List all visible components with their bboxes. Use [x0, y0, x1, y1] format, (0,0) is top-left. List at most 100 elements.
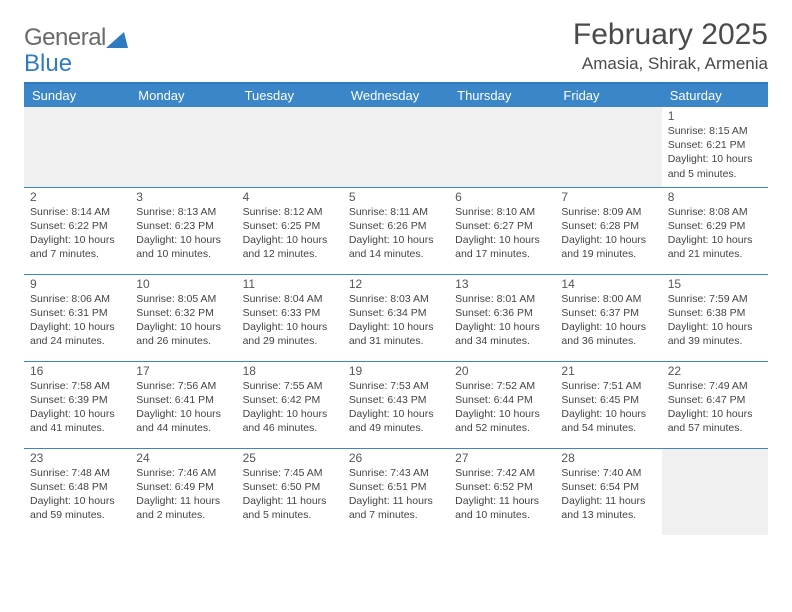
day-number: 20	[455, 364, 549, 378]
day-info: Sunrise: 7:51 AMSunset: 6:45 PMDaylight:…	[561, 379, 655, 436]
title-block: February 2025 Amasia, Shirak, Armenia	[573, 18, 768, 74]
calendar-cell: 9Sunrise: 8:06 AMSunset: 6:31 PMDaylight…	[24, 275, 130, 361]
daylight-text: Daylight: 10 hours and 7 minutes.	[30, 233, 124, 261]
daylight-text: Daylight: 10 hours and 10 minutes.	[136, 233, 230, 261]
sunset-text: Sunset: 6:25 PM	[243, 219, 337, 233]
calendar-cell: 7Sunrise: 8:09 AMSunset: 6:28 PMDaylight…	[555, 188, 661, 274]
calendar-week: 1Sunrise: 8:15 AMSunset: 6:21 PMDaylight…	[24, 107, 768, 187]
day-number: 16	[30, 364, 124, 378]
sunrise-text: Sunrise: 8:14 AM	[30, 205, 124, 219]
daylight-text: Daylight: 10 hours and 17 minutes.	[455, 233, 549, 261]
day-number: 22	[668, 364, 762, 378]
day-info: Sunrise: 7:42 AMSunset: 6:52 PMDaylight:…	[455, 466, 549, 523]
calendar-cell-blank	[662, 449, 768, 535]
calendar-week: 16Sunrise: 7:58 AMSunset: 6:39 PMDayligh…	[24, 361, 768, 448]
daylight-text: Daylight: 10 hours and 59 minutes.	[30, 494, 124, 522]
daylight-text: Daylight: 10 hours and 57 minutes.	[668, 407, 762, 435]
calendar-cell: 4Sunrise: 8:12 AMSunset: 6:25 PMDaylight…	[237, 188, 343, 274]
daylight-text: Daylight: 11 hours and 7 minutes.	[349, 494, 443, 522]
sunrise-text: Sunrise: 7:56 AM	[136, 379, 230, 393]
day-info: Sunrise: 7:56 AMSunset: 6:41 PMDaylight:…	[136, 379, 230, 436]
sunrise-text: Sunrise: 7:46 AM	[136, 466, 230, 480]
sunset-text: Sunset: 6:34 PM	[349, 306, 443, 320]
day-number: 10	[136, 277, 230, 291]
calendar-cell: 25Sunrise: 7:45 AMSunset: 6:50 PMDayligh…	[237, 449, 343, 535]
day-number: 4	[243, 190, 337, 204]
calendar-cell: 21Sunrise: 7:51 AMSunset: 6:45 PMDayligh…	[555, 362, 661, 448]
day-info: Sunrise: 7:46 AMSunset: 6:49 PMDaylight:…	[136, 466, 230, 523]
daylight-text: Daylight: 10 hours and 26 minutes.	[136, 320, 230, 348]
sunset-text: Sunset: 6:41 PM	[136, 393, 230, 407]
brand-logo: General	[24, 18, 130, 52]
sunrise-text: Sunrise: 7:55 AM	[243, 379, 337, 393]
day-info: Sunrise: 7:40 AMSunset: 6:54 PMDaylight:…	[561, 466, 655, 523]
daylight-text: Daylight: 10 hours and 41 minutes.	[30, 407, 124, 435]
daylight-text: Daylight: 10 hours and 44 minutes.	[136, 407, 230, 435]
daylight-text: Daylight: 10 hours and 19 minutes.	[561, 233, 655, 261]
sunset-text: Sunset: 6:44 PM	[455, 393, 549, 407]
sunrise-text: Sunrise: 8:12 AM	[243, 205, 337, 219]
day-info: Sunrise: 8:05 AMSunset: 6:32 PMDaylight:…	[136, 292, 230, 349]
calendar-cell: 16Sunrise: 7:58 AMSunset: 6:39 PMDayligh…	[24, 362, 130, 448]
sunrise-text: Sunrise: 7:40 AM	[561, 466, 655, 480]
calendar-cell-blank	[24, 107, 130, 187]
sunrise-text: Sunrise: 8:06 AM	[30, 292, 124, 306]
day-header: Saturday	[662, 84, 768, 107]
daylight-text: Daylight: 11 hours and 13 minutes.	[561, 494, 655, 522]
daylight-text: Daylight: 10 hours and 34 minutes.	[455, 320, 549, 348]
calendar-cell: 20Sunrise: 7:52 AMSunset: 6:44 PMDayligh…	[449, 362, 555, 448]
day-header: Tuesday	[237, 84, 343, 107]
day-info: Sunrise: 8:03 AMSunset: 6:34 PMDaylight:…	[349, 292, 443, 349]
sunset-text: Sunset: 6:26 PM	[349, 219, 443, 233]
day-info: Sunrise: 8:06 AMSunset: 6:31 PMDaylight:…	[30, 292, 124, 349]
calendar-week: 23Sunrise: 7:48 AMSunset: 6:48 PMDayligh…	[24, 448, 768, 535]
calendar-cell: 18Sunrise: 7:55 AMSunset: 6:42 PMDayligh…	[237, 362, 343, 448]
daylight-text: Daylight: 10 hours and 54 minutes.	[561, 407, 655, 435]
daylight-text: Daylight: 11 hours and 10 minutes.	[455, 494, 549, 522]
day-info: Sunrise: 7:53 AMSunset: 6:43 PMDaylight:…	[349, 379, 443, 436]
sunset-text: Sunset: 6:54 PM	[561, 480, 655, 494]
day-info: Sunrise: 8:15 AMSunset: 6:21 PMDaylight:…	[668, 124, 762, 181]
sunrise-text: Sunrise: 8:13 AM	[136, 205, 230, 219]
sunrise-text: Sunrise: 8:09 AM	[561, 205, 655, 219]
day-info: Sunrise: 7:55 AMSunset: 6:42 PMDaylight:…	[243, 379, 337, 436]
daylight-text: Daylight: 10 hours and 36 minutes.	[561, 320, 655, 348]
calendar-cell: 28Sunrise: 7:40 AMSunset: 6:54 PMDayligh…	[555, 449, 661, 535]
day-number: 19	[349, 364, 443, 378]
sunrise-text: Sunrise: 8:11 AM	[349, 205, 443, 219]
calendar-week: 9Sunrise: 8:06 AMSunset: 6:31 PMDaylight…	[24, 274, 768, 361]
daylight-text: Daylight: 10 hours and 14 minutes.	[349, 233, 443, 261]
sunrise-text: Sunrise: 7:52 AM	[455, 379, 549, 393]
daylight-text: Daylight: 11 hours and 5 minutes.	[243, 494, 337, 522]
day-info: Sunrise: 7:48 AMSunset: 6:48 PMDaylight:…	[30, 466, 124, 523]
calendar-cell: 1Sunrise: 8:15 AMSunset: 6:21 PMDaylight…	[662, 107, 768, 187]
day-info: Sunrise: 8:11 AMSunset: 6:26 PMDaylight:…	[349, 205, 443, 262]
sunrise-text: Sunrise: 7:51 AM	[561, 379, 655, 393]
day-header: Thursday	[449, 84, 555, 107]
daylight-text: Daylight: 10 hours and 24 minutes.	[30, 320, 124, 348]
sunrise-text: Sunrise: 8:01 AM	[455, 292, 549, 306]
sunset-text: Sunset: 6:48 PM	[30, 480, 124, 494]
daylight-text: Daylight: 10 hours and 5 minutes.	[668, 152, 762, 180]
sunrise-text: Sunrise: 8:03 AM	[349, 292, 443, 306]
sunset-text: Sunset: 6:52 PM	[455, 480, 549, 494]
day-number: 5	[349, 190, 443, 204]
sunset-text: Sunset: 6:37 PM	[561, 306, 655, 320]
day-header: Wednesday	[343, 84, 449, 107]
calendar-cell: 3Sunrise: 8:13 AMSunset: 6:23 PMDaylight…	[130, 188, 236, 274]
daylight-text: Daylight: 10 hours and 12 minutes.	[243, 233, 337, 261]
calendar-cell: 17Sunrise: 7:56 AMSunset: 6:41 PMDayligh…	[130, 362, 236, 448]
calendar-cell-blank	[130, 107, 236, 187]
calendar-week: 2Sunrise: 8:14 AMSunset: 6:22 PMDaylight…	[24, 187, 768, 274]
sunset-text: Sunset: 6:39 PM	[30, 393, 124, 407]
sunset-text: Sunset: 6:50 PM	[243, 480, 337, 494]
sunrise-text: Sunrise: 8:15 AM	[668, 124, 762, 138]
sunset-text: Sunset: 6:27 PM	[455, 219, 549, 233]
sunrise-text: Sunrise: 7:45 AM	[243, 466, 337, 480]
sunset-text: Sunset: 6:38 PM	[668, 306, 762, 320]
daylight-text: Daylight: 10 hours and 29 minutes.	[243, 320, 337, 348]
sunrise-text: Sunrise: 8:08 AM	[668, 205, 762, 219]
day-number: 9	[30, 277, 124, 291]
sunrise-text: Sunrise: 8:04 AM	[243, 292, 337, 306]
sunset-text: Sunset: 6:33 PM	[243, 306, 337, 320]
